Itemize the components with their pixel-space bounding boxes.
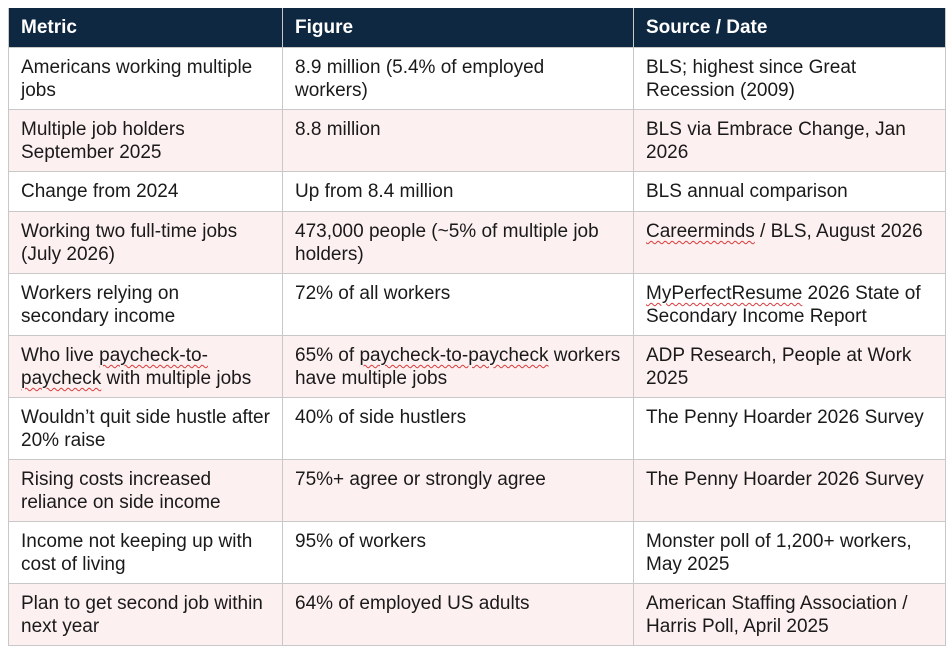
table-row: Who live paycheck-to-paycheck with multi… xyxy=(8,335,946,398)
source-cell: American Staffing Association / Harris P… xyxy=(633,583,946,646)
figure-cell: 95% of workers xyxy=(282,521,634,584)
metric-cell: Change from 2024 xyxy=(8,171,283,212)
table-row: Rising costs increased reliance on side … xyxy=(8,459,946,522)
figure-cell: 65% of paycheck-to-paycheck workers have… xyxy=(282,335,634,398)
figure-cell: 40% of side hustlers xyxy=(282,397,634,460)
source-cell: BLS via Embrace Change, Jan 2026 xyxy=(633,109,946,172)
spellcheck-word: paycheck-to-paycheck xyxy=(21,345,208,389)
stats-table-container: Metric Figure Source / Date Americans wo… xyxy=(8,8,946,646)
figure-cell: Up from 8.4 million xyxy=(282,171,634,212)
metric-cell: Americans working multiple jobs xyxy=(8,47,283,110)
table-row: Change from 2024 Up from 8.4 million BLS… xyxy=(8,171,946,212)
spellcheck-word: paycheck-to-paycheck xyxy=(359,345,549,366)
figure-cell: 75%+ agree or strongly agree xyxy=(282,459,634,522)
source-cell: ADP Research, People at Work 2025 xyxy=(633,335,946,398)
spellcheck-word: Careerminds xyxy=(646,221,755,242)
metric-cell: Income not keeping up with cost of livin… xyxy=(8,521,283,584)
metric-cell: Rising costs increased reliance on side … xyxy=(8,459,283,522)
figure-cell: 8.9 million (5.4% of employed workers) xyxy=(282,47,634,110)
stats-table: Metric Figure Source / Date Americans wo… xyxy=(8,8,946,646)
figure-cell: 8.8 million xyxy=(282,109,634,172)
table-row: Plan to get second job within next year … xyxy=(8,583,946,646)
header-row: Metric Figure Source / Date xyxy=(8,8,946,48)
table-row: Multiple job holders September 2025 8.8 … xyxy=(8,109,946,172)
table-row: Workers relying on secondary income 72% … xyxy=(8,273,946,336)
source-cell: Monster poll of 1,200+ workers, May 2025 xyxy=(633,521,946,584)
source-cell: The Penny Hoarder 2026 Survey xyxy=(633,459,946,522)
source-cell: MyPerfectResume 2026 State of Secondary … xyxy=(633,273,946,336)
header-figure: Figure xyxy=(282,8,634,48)
table-row: Wouldn’t quit side hustle after 20% rais… xyxy=(8,397,946,460)
metric-cell: Workers relying on secondary income xyxy=(8,273,283,336)
source-cell: Careerminds / BLS, August 2026 xyxy=(633,211,946,274)
metric-cell: Wouldn’t quit side hustle after 20% rais… xyxy=(8,397,283,460)
metric-cell: Multiple job holders September 2025 xyxy=(8,109,283,172)
table-row: Income not keeping up with cost of livin… xyxy=(8,521,946,584)
source-cell: The Penny Hoarder 2026 Survey xyxy=(633,397,946,460)
spellcheck-word: MyPerfectResume xyxy=(646,283,803,304)
metric-cell: Who live paycheck-to-paycheck with multi… xyxy=(8,335,283,398)
table-row: Americans working multiple jobs 8.9 mill… xyxy=(8,47,946,110)
figure-cell: 473,000 people (~5% of multiple job hold… xyxy=(282,211,634,274)
figure-cell: 64% of employed US adults xyxy=(282,583,634,646)
figure-cell: 72% of all workers xyxy=(282,273,634,336)
source-cell: BLS annual comparison xyxy=(633,171,946,212)
table-row: Working two full-time jobs (July 2026) 4… xyxy=(8,211,946,274)
header-metric: Metric xyxy=(8,8,283,48)
metric-cell: Plan to get second job within next year xyxy=(8,583,283,646)
header-source-date: Source / Date xyxy=(633,8,946,48)
source-cell: BLS; highest since Great Recession (2009… xyxy=(633,47,946,110)
metric-cell: Working two full-time jobs (July 2026) xyxy=(8,211,283,274)
